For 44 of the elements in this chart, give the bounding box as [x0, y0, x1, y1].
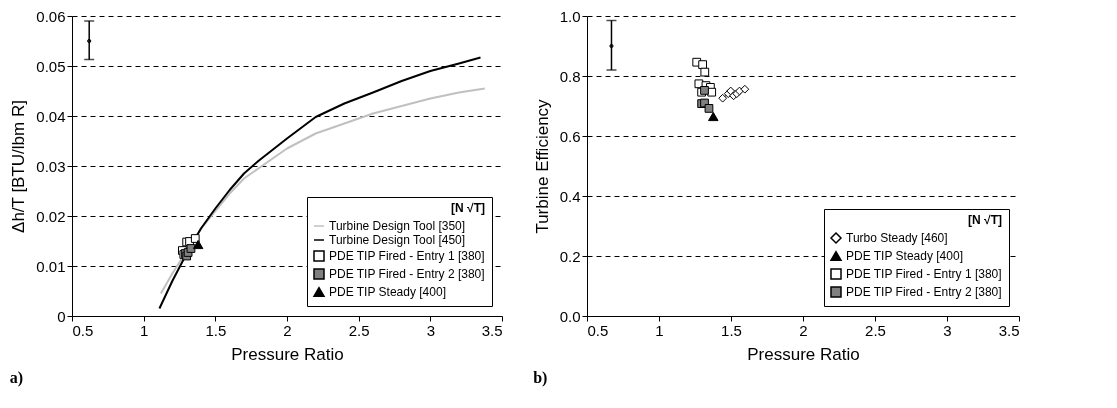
y-tick-label: 0.8: [559, 67, 581, 85]
text: a): [9, 369, 24, 387]
legend-label: PDE TIP Steady [400]: [846, 249, 963, 263]
legend-label: Turbine Design Tool [450]: [329, 233, 466, 247]
legend-title: [N √T]: [451, 201, 485, 215]
legend-label: PDE TIP Fired - Entry 1 [380]: [329, 249, 485, 263]
y-tick-label: 0.0: [559, 307, 581, 325]
legend-label: Turbo Steady [460]: [846, 231, 948, 245]
legend-title: [N √T]: [968, 213, 1002, 227]
x-tick-label: 1: [655, 321, 664, 339]
x-tick-label: 3: [943, 321, 952, 339]
text: b): [533, 369, 548, 387]
legend-label: Turbine Design Tool [350]: [329, 219, 466, 233]
y-tick-label: 1.0: [559, 7, 581, 25]
y-tick-label: 0.4: [559, 187, 581, 205]
x-tick-label: 2: [283, 321, 292, 339]
x-tick-label: 1.5: [205, 321, 227, 339]
x-tick-label: 2.5: [348, 321, 370, 339]
legend-label: PDE TIP Fired - Entry 1 [380]: [846, 267, 1002, 281]
x-tick-label: 1.5: [721, 321, 742, 339]
y-axis-title: Δh/T [BTU/lbm R]: [9, 100, 29, 233]
y-tick-label: 0.04: [36, 107, 66, 125]
y-tick-label: 0.6: [559, 127, 581, 145]
y-tick-label: 0.02: [36, 207, 66, 225]
legend-label: PDE TIP Fired - Entry 2 [380]: [846, 285, 1002, 299]
x-axis-title: Pressure Ratio: [231, 344, 344, 364]
x-axis-title: Pressure Ratio: [747, 344, 860, 364]
y-tick-label: 0.05: [36, 57, 66, 75]
x-tick-label: 3.5: [481, 321, 503, 339]
y-tick-label: 0.2: [559, 247, 581, 265]
x-tick-label: 0.5: [72, 321, 94, 339]
y-tick-label: 0.06: [36, 7, 66, 25]
x-tick-label: 3: [426, 321, 436, 339]
x-tick-label: 2.5: [865, 321, 886, 339]
legend-label: PDE TIP Steady [400]: [329, 285, 446, 299]
x-tick-label: 1: [139, 321, 149, 339]
y-tick-label: 0: [57, 307, 66, 325]
y-axis-title: Turbine Efficiency: [532, 98, 552, 234]
y-tick-label: 0.01: [36, 257, 66, 275]
legend-label: PDE TIP Fired - Entry 2 [380]: [329, 267, 485, 281]
x-tick-label: 2: [799, 321, 808, 339]
x-tick-label: 0.5: [587, 321, 609, 339]
y-tick-label: 0.03: [36, 157, 66, 175]
x-tick-label: 3.5: [998, 321, 1020, 339]
